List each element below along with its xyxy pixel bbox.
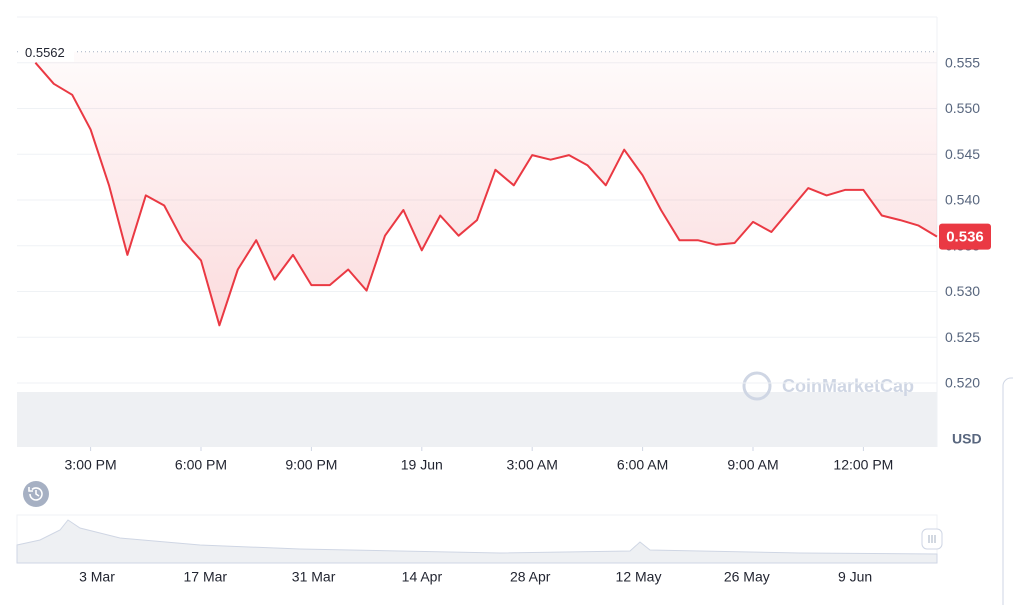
- price-area: [35, 51, 937, 326]
- x-tick-label: 3:00 AM: [507, 457, 558, 473]
- handle-grip: [928, 535, 936, 543]
- x-tick-label: 9:00 AM: [727, 457, 778, 473]
- navigator-label: 9 Jun: [838, 569, 872, 585]
- watermark-text: CoinMarketCap: [782, 376, 914, 396]
- navigator-label: 14 Apr: [402, 569, 443, 585]
- y-tick-label: 0.545: [945, 146, 980, 162]
- volume-area: [17, 392, 937, 447]
- x-tick-label: 3:00 PM: [65, 457, 117, 473]
- reference-label: 0.5562: [25, 45, 65, 60]
- last-price-label: 0.536: [946, 229, 984, 246]
- y-tick-label: 0.525: [945, 329, 980, 345]
- y-tick-label: 0.555: [945, 54, 980, 70]
- navigator-label: 17 Mar: [184, 569, 228, 585]
- navigator-label: 31 Mar: [292, 569, 336, 585]
- x-tick-label: 6:00 AM: [617, 457, 668, 473]
- x-tick-label: 19 Jun: [401, 457, 443, 473]
- navigator-label: 26 May: [724, 569, 770, 585]
- y-tick-label: 0.530: [945, 283, 980, 299]
- currency-label: USD: [952, 431, 982, 447]
- y-tick-label: 0.520: [945, 375, 980, 391]
- y-tick-label: 0.550: [945, 100, 980, 116]
- side-panel: [1002, 377, 1013, 605]
- x-tick-label: 9:00 PM: [285, 457, 337, 473]
- y-tick-label: 0.540: [945, 192, 980, 208]
- x-tick-label: 6:00 PM: [175, 457, 227, 473]
- reference-label-bg: [20, 43, 74, 62]
- x-tick-label: 12:00 PM: [833, 457, 893, 473]
- watermark-logo: [742, 371, 772, 401]
- history-icon: [28, 487, 43, 501]
- navigator-area: [16, 519, 938, 564]
- navigator-label: 28 Apr: [510, 569, 551, 585]
- price-line: [34, 62, 938, 327]
- navigator-label: 3 Mar: [79, 569, 115, 585]
- last-price-bg: [939, 223, 991, 250]
- navigator-label: 12 May: [616, 569, 662, 585]
- watermark: CoinMarketCap: [742, 371, 914, 401]
